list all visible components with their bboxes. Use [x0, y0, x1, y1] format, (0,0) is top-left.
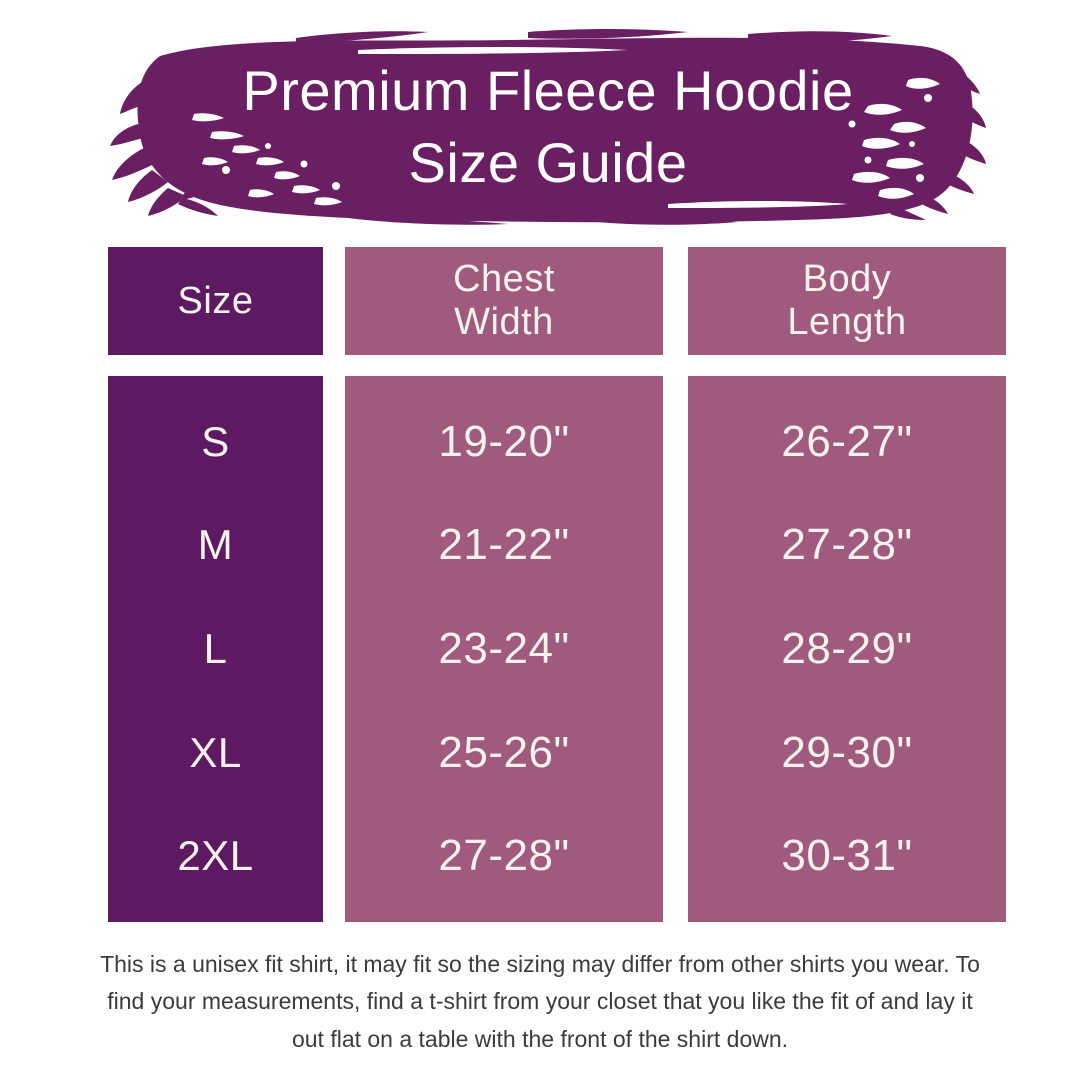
column-header-size-label: Size	[177, 279, 254, 322]
cell-size-m: M	[197, 521, 234, 569]
cell-chest-xl: 25-26"	[438, 727, 570, 777]
column-size: Size S M L XL 2XL	[108, 247, 323, 922]
cell-chest-l: 23-24"	[438, 623, 570, 673]
column-chest-width: Chest Width 19-20" 21-22" 23-24" 25-26" …	[345, 247, 663, 922]
cell-size-xl: XL	[189, 728, 242, 776]
page-title: Premium Fleece Hoodie Size Guide	[108, 28, 988, 226]
title-line-2: Size Guide	[408, 131, 688, 194]
column-body-body-length: 26-27" 27-28" 28-29" 29-30" 30-31"	[688, 376, 1006, 922]
cell-size-s: S	[201, 417, 230, 465]
column-header-body-length: Body Length	[688, 247, 1006, 355]
cell-chest-2xl: 27-28"	[438, 831, 570, 881]
column-header-chest-line-1: Chest	[453, 258, 555, 301]
column-header-body-line-2: Length	[787, 301, 907, 343]
column-body-size: S M L XL 2XL	[108, 376, 323, 922]
brush-stroke-shape	[110, 29, 986, 225]
title-line-1: Premium Fleece Hoodie	[242, 59, 854, 123]
column-header-chest-line-2: Width	[454, 301, 554, 343]
column-header-body-line-1: Body	[802, 258, 892, 301]
column-body-length: Body Length 26-27" 27-28" 28-29" 29-30" …	[688, 247, 1006, 922]
cell-size-2xl: 2XL	[177, 832, 254, 880]
title-banner: Premium Fleece Hoodie Size Guide	[108, 28, 988, 226]
cell-length-m: 27-28"	[781, 520, 913, 570]
column-header-chest-width: Chest Width	[345, 247, 663, 355]
cell-length-2xl: 30-31"	[781, 831, 913, 881]
cell-chest-m: 21-22"	[438, 520, 570, 570]
cell-size-l: L	[203, 624, 228, 672]
cell-length-xl: 29-30"	[781, 727, 913, 777]
fit-note: This is a unisex fit shirt, it may fit s…	[100, 951, 980, 1052]
cell-chest-s: 19-20"	[438, 416, 570, 466]
column-header-size: Size	[108, 247, 323, 355]
column-body-chest-width: 19-20" 21-22" 23-24" 25-26" 27-28"	[345, 376, 663, 922]
cell-length-s: 26-27"	[781, 416, 913, 466]
cell-length-l: 28-29"	[781, 623, 913, 673]
